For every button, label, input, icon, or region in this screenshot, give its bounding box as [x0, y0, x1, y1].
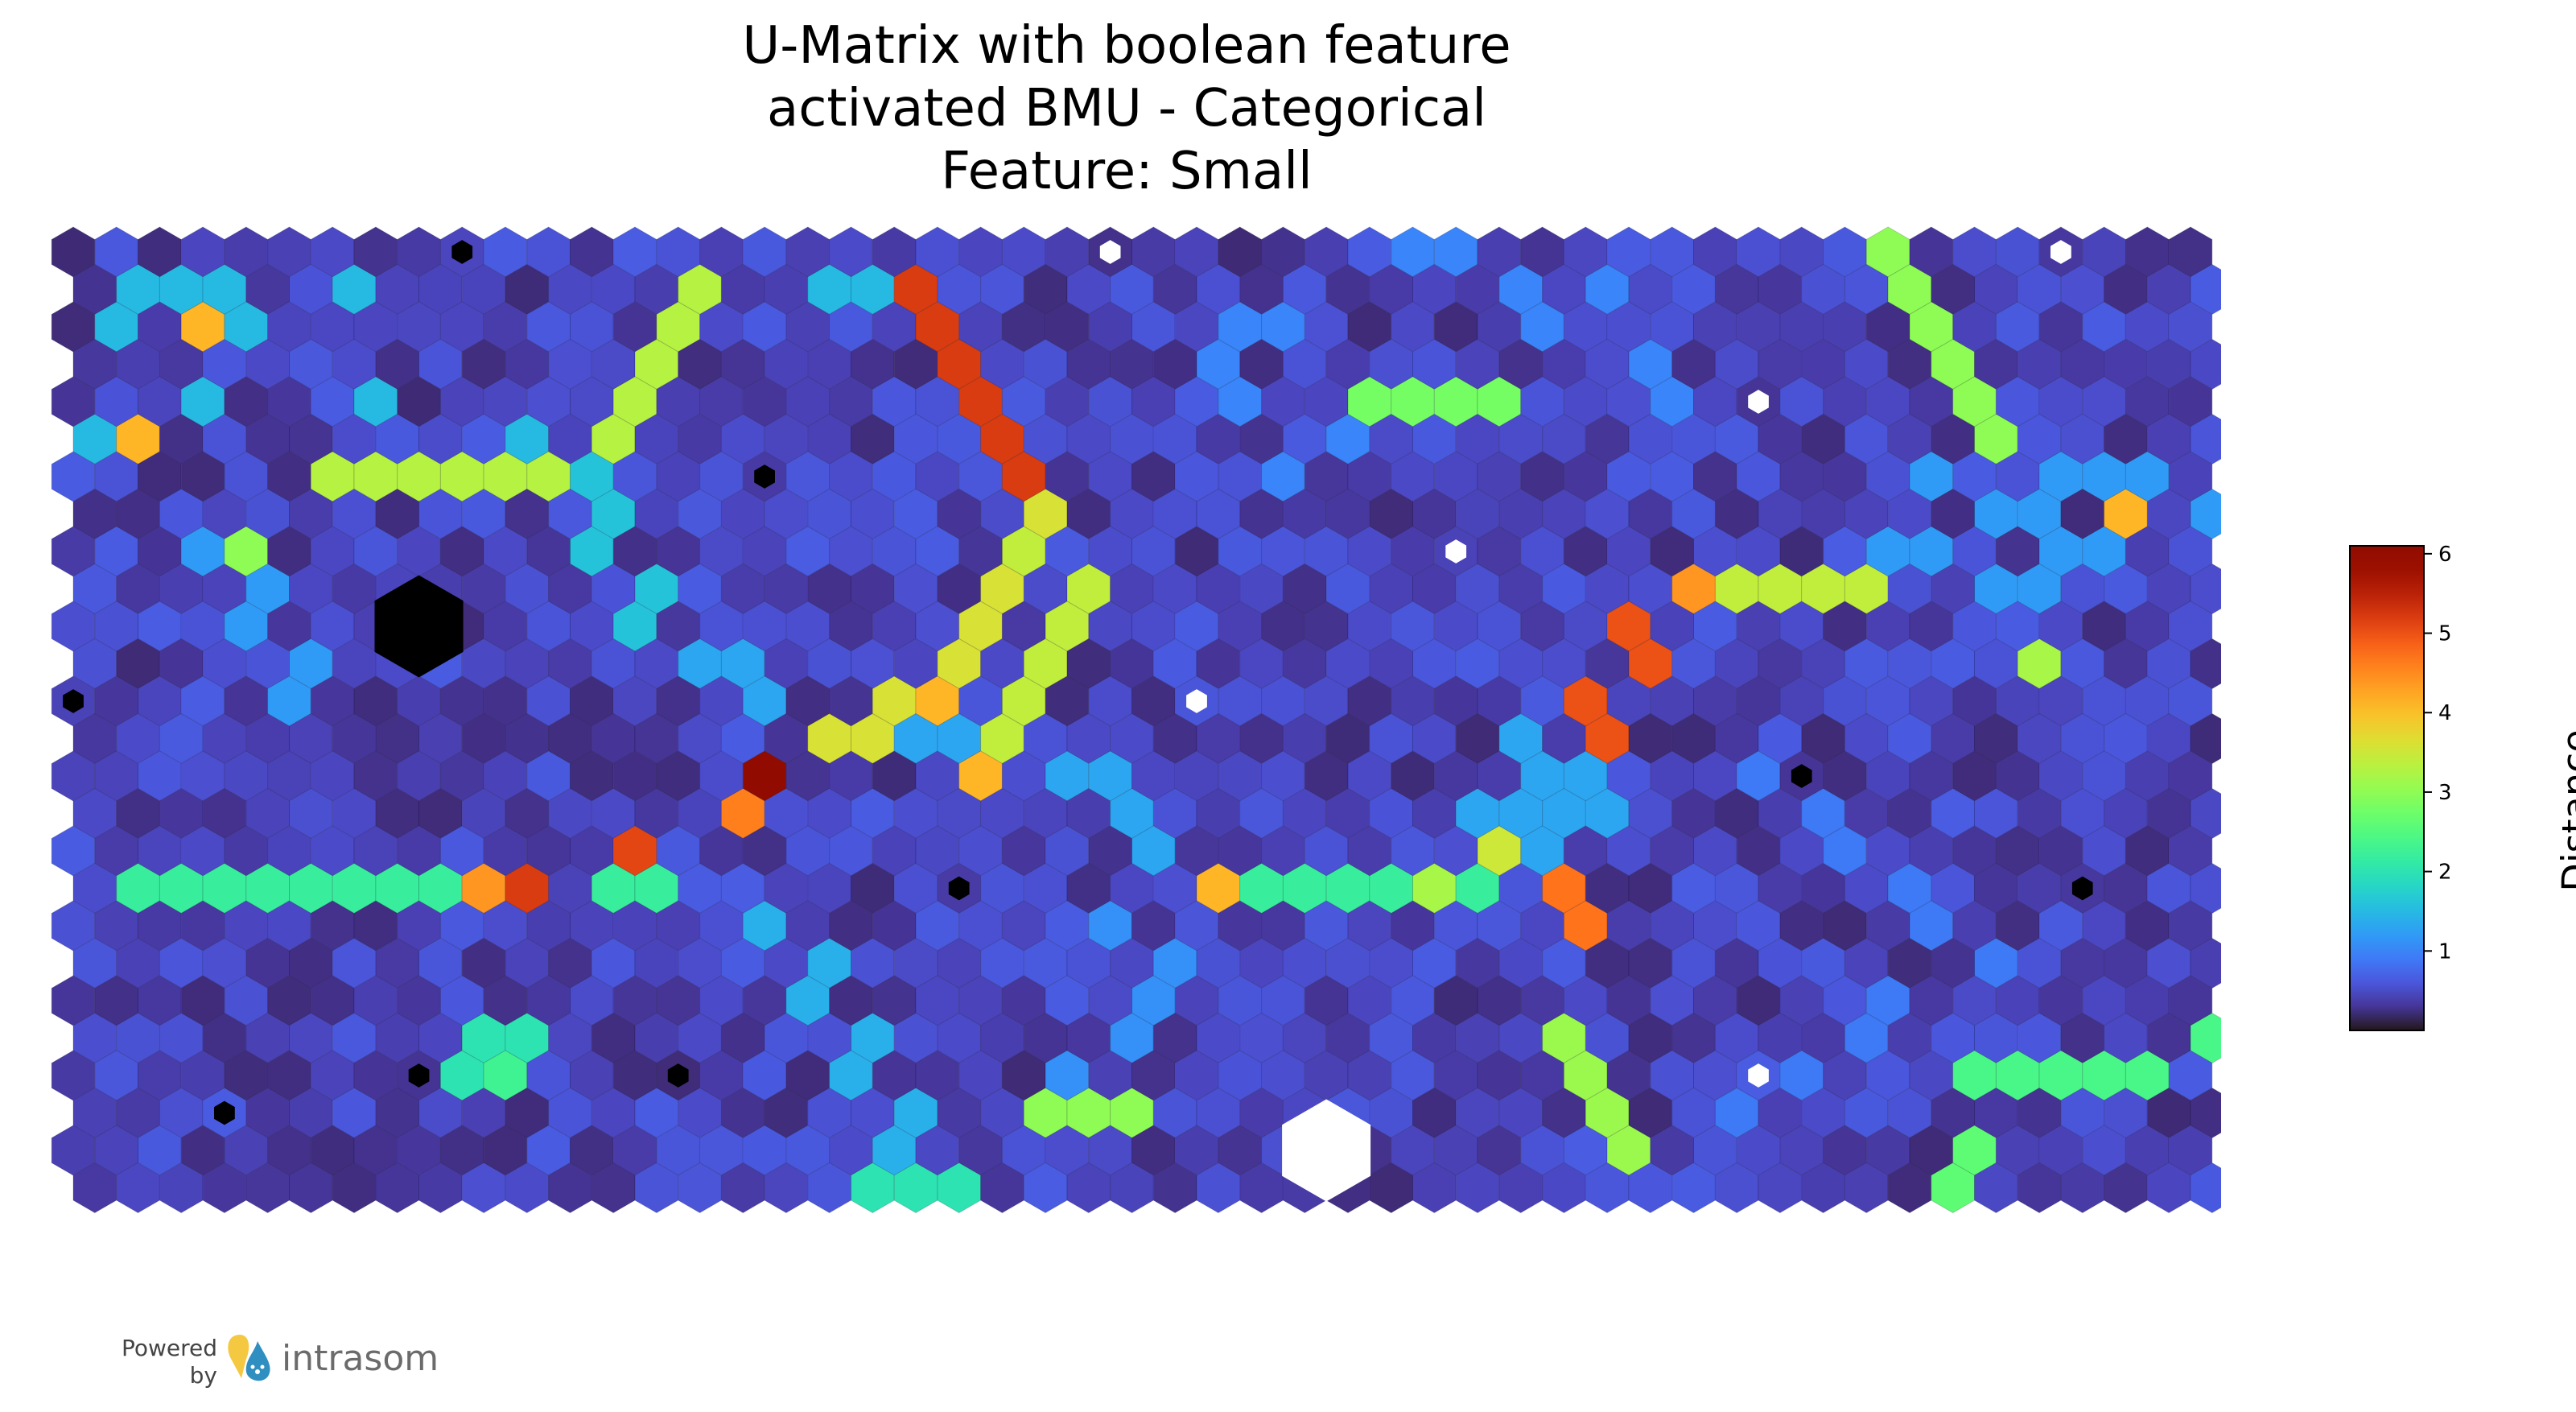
- bmu-marker-black: [408, 1063, 430, 1088]
- bmu-marker-white: [1748, 1063, 1769, 1088]
- colorbar-tick-label: 1: [2438, 939, 2452, 964]
- colorbar: 1 2 3 4 5 6: [2349, 543, 2452, 1031]
- bmu-marker-black: [451, 240, 473, 264]
- bmu-marker-black: [667, 1063, 689, 1088]
- colorbar-tick-label: 4: [2438, 701, 2452, 725]
- intrasom-logo-icon: [228, 1335, 270, 1381]
- bmu-marker-white: [1099, 240, 1121, 264]
- colorbar-tick-label: 3: [2438, 781, 2452, 805]
- bmu-marker-black: [214, 1100, 235, 1125]
- colorbar-label: Distance: [2553, 729, 2576, 892]
- colorbar-tick-label: 6: [2438, 543, 2452, 567]
- bmu-marker-black: [63, 689, 84, 713]
- chart-title-line-2: activated BMU - Categorical: [767, 79, 1486, 138]
- umatrix-hex-grid: [51, 226, 2221, 1214]
- colorbar-tick-label: 2: [2438, 861, 2452, 885]
- bmu-marker-black: [2071, 876, 2093, 901]
- colorbar-gradient: [2349, 545, 2425, 1031]
- bmu-marker-white-large: [1282, 1099, 1371, 1202]
- bmu-marker-white: [1748, 390, 1769, 414]
- chart-title-line-3: Feature: Small: [941, 142, 1313, 201]
- chart-title: U-Matrix with boolean feature activated …: [483, 14, 1770, 203]
- powered-by-text: Powered by: [121, 1335, 217, 1389]
- colorbar-tick-label: 5: [2438, 622, 2452, 646]
- bmu-marker-black: [1791, 764, 1812, 788]
- bmu-marker-black: [948, 876, 970, 901]
- hex-cell: [2190, 1162, 2221, 1214]
- bmu-marker-black: [754, 464, 775, 489]
- bmu-marker-white: [1445, 539, 1467, 564]
- chart-title-line-1: U-Matrix with boolean feature: [742, 16, 1511, 76]
- intrasom-logo-text: intrasom: [282, 1338, 439, 1379]
- bmu-marker-white: [1186, 689, 1207, 713]
- bmu-marker-black-large: [374, 575, 464, 678]
- bmu-marker-white: [2050, 240, 2071, 264]
